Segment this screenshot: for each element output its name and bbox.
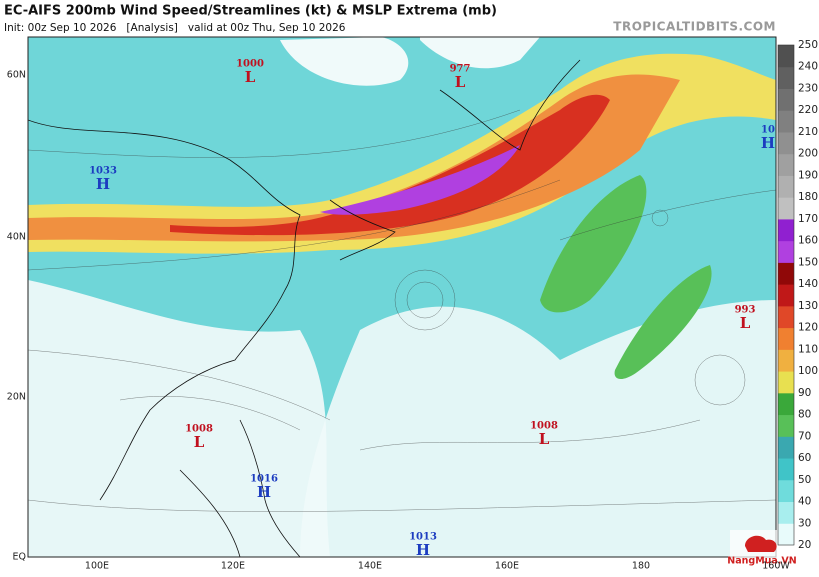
- pressure-value: 1016: [250, 474, 278, 485]
- map: [28, 37, 776, 557]
- colorbar-segment: [778, 501, 794, 524]
- lon-label: 180: [632, 561, 650, 572]
- colorbar-frame: [777, 44, 795, 546]
- colorbar-segment: [778, 153, 794, 176]
- lat-label: 60N: [7, 70, 26, 81]
- colorbar-segment: [778, 392, 794, 416]
- colorbar-label: 170: [798, 213, 818, 225]
- colorbar-segment: [778, 45, 794, 68]
- colorbar-label: 150: [798, 256, 818, 268]
- colorbar-label: 20: [798, 539, 811, 551]
- jet-band: [28, 74, 680, 242]
- colorbar-segment: [778, 349, 794, 372]
- lon-label: 120E: [221, 561, 245, 572]
- colorbar-segment: [778, 66, 794, 89]
- pressure-value: 10: [761, 125, 775, 136]
- colorbar-label: 240: [798, 61, 818, 73]
- colorbar-label: 250: [798, 39, 818, 51]
- colorbar-label: 50: [798, 474, 811, 486]
- weak-wind-area: [280, 37, 409, 86]
- colorbar-segment: [778, 284, 794, 307]
- colorbar-segment: [778, 327, 794, 350]
- colorbar-label: 110: [798, 343, 818, 355]
- colorbar-segment: [778, 371, 794, 394]
- streamlines: [28, 109, 776, 512]
- pressure-center: H: [416, 541, 430, 559]
- colorbar-label: 80: [798, 409, 811, 421]
- colorbar-segment: [778, 305, 794, 329]
- lon-label: 160W: [762, 561, 790, 572]
- colorbar-label: 70: [798, 430, 811, 442]
- colorbar-label: 40: [798, 496, 811, 508]
- colorbar-label: 160: [798, 235, 818, 247]
- weak-wind-area: [300, 300, 776, 557]
- pressure-center: L: [194, 433, 205, 451]
- pressure-value: 1008: [530, 421, 558, 432]
- colorbar-segment: [778, 175, 794, 198]
- init-line: Init: 00z Sep 10 2026 [Analysis] valid a…: [4, 22, 346, 34]
- colorbar-label: 200: [798, 148, 818, 160]
- wind-streak: [614, 265, 712, 379]
- pressure-center: L: [245, 68, 256, 86]
- colorbar-segment: [778, 88, 794, 111]
- pressure-center: L: [539, 430, 550, 448]
- colorbar-label: 60: [798, 452, 811, 464]
- colorbar-label: 230: [798, 82, 818, 94]
- colorbar-segment: [778, 479, 794, 503]
- logo-cloud: [745, 535, 777, 552]
- pressure-value: 977: [450, 64, 471, 75]
- wind-streak: [540, 175, 647, 313]
- colorbar-label: 140: [798, 278, 818, 290]
- lat-label: 20N: [7, 392, 26, 403]
- colorbar-segment: [778, 197, 794, 220]
- colorbar-segment: [778, 240, 794, 263]
- pressure-value: 1013: [409, 532, 437, 543]
- pressure-center: H: [96, 175, 110, 193]
- map-frame: [27, 36, 777, 558]
- colorbar-label: 180: [798, 191, 818, 203]
- lon-label: 160E: [495, 561, 519, 572]
- colorbar-segment: [778, 436, 794, 459]
- colorbar-label: 30: [798, 517, 811, 529]
- coastlines: [28, 59, 581, 557]
- weak-wind-area: [28, 280, 330, 557]
- colorbar-label: 190: [798, 169, 818, 181]
- colorbar-segment: [778, 262, 794, 285]
- lon-label: 100E: [85, 561, 109, 572]
- colorbar-label: 220: [798, 104, 818, 116]
- lon-label: 140E: [358, 561, 382, 572]
- colorbar-segment: [778, 523, 794, 546]
- colorbar-segment: [778, 110, 794, 133]
- colorbar-segment: [778, 414, 794, 437]
- weak-wind-area: [420, 37, 540, 69]
- lat-label: 40N: [7, 232, 26, 243]
- colorbar-label: 90: [798, 387, 811, 399]
- colorbar-label: 130: [798, 300, 818, 312]
- pressure-center: H: [761, 134, 775, 152]
- jet-max: [320, 145, 520, 215]
- pressure-center: H: [257, 483, 271, 501]
- pressure-center: L: [740, 314, 751, 332]
- colorbar-label: 100: [798, 365, 818, 377]
- lat-label: EQ: [13, 552, 26, 563]
- colorbar-segment: [778, 131, 794, 155]
- colorbar-segment: [778, 218, 794, 242]
- colorbar-segment: [778, 458, 794, 481]
- pressure-value: 1008: [185, 424, 213, 435]
- pressure-value: 1000: [236, 59, 264, 70]
- title: EC-AIFS 200mb Wind Speed/Streamlines (kt…: [4, 4, 497, 19]
- colorbar-label: 120: [798, 322, 818, 334]
- colorbar-label: 210: [798, 126, 818, 138]
- pressure-center: L: [455, 73, 466, 91]
- pressure-value: 993: [735, 305, 756, 316]
- pressure-value: 1033: [89, 166, 117, 177]
- watermark: TROPICALTIDBITS.COM: [613, 20, 776, 34]
- logo-text: NangMua.VN: [727, 556, 797, 567]
